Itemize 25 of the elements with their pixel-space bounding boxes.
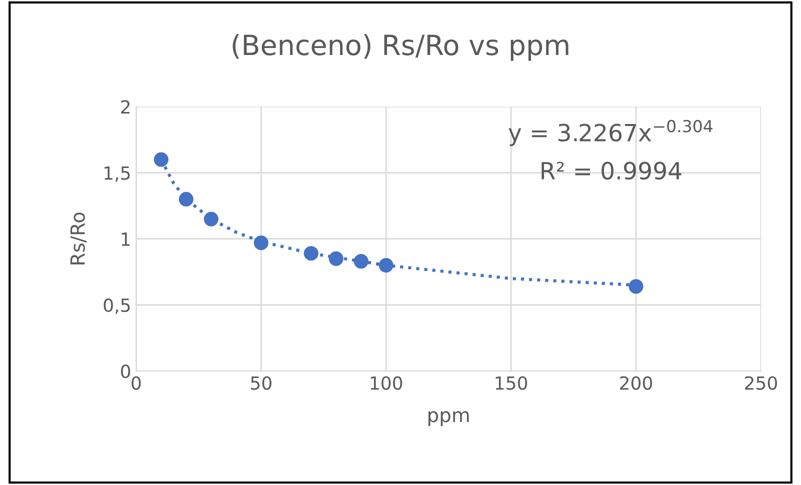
y-tick-label: 1,5 (104, 166, 130, 182)
x-axis-title: ppm (428, 411, 469, 426)
x-tick-label: 200 (620, 376, 652, 390)
x-tick-label: 150 (496, 376, 528, 390)
point (178, 192, 194, 206)
annotation: y = 3.2267x$^{−0.304}$ (508, 120, 712, 146)
point (378, 258, 394, 273)
x-tick-label: 100 (370, 376, 402, 390)
y-tick-label: 2 (121, 100, 130, 114)
y-tick-label: 1 (122, 232, 130, 246)
point (204, 212, 218, 226)
y-tick-label: 0 (121, 364, 130, 378)
point (328, 251, 344, 266)
y-axis-title: Rs/Ro (70, 212, 86, 264)
x-tick-label: 50 (251, 376, 272, 390)
point (354, 254, 368, 269)
x-tick-label: 250 (745, 376, 777, 390)
annotation: R² = 0.9994 (542, 162, 682, 180)
x-tick-label: 0 (132, 376, 141, 390)
point (254, 236, 268, 250)
point (154, 152, 168, 167)
y-tick-label: 0,5 (104, 298, 130, 314)
point (304, 246, 318, 261)
point (628, 279, 644, 294)
chart-title: (Benceno) Rs/Ro vs ppm (232, 34, 568, 61)
